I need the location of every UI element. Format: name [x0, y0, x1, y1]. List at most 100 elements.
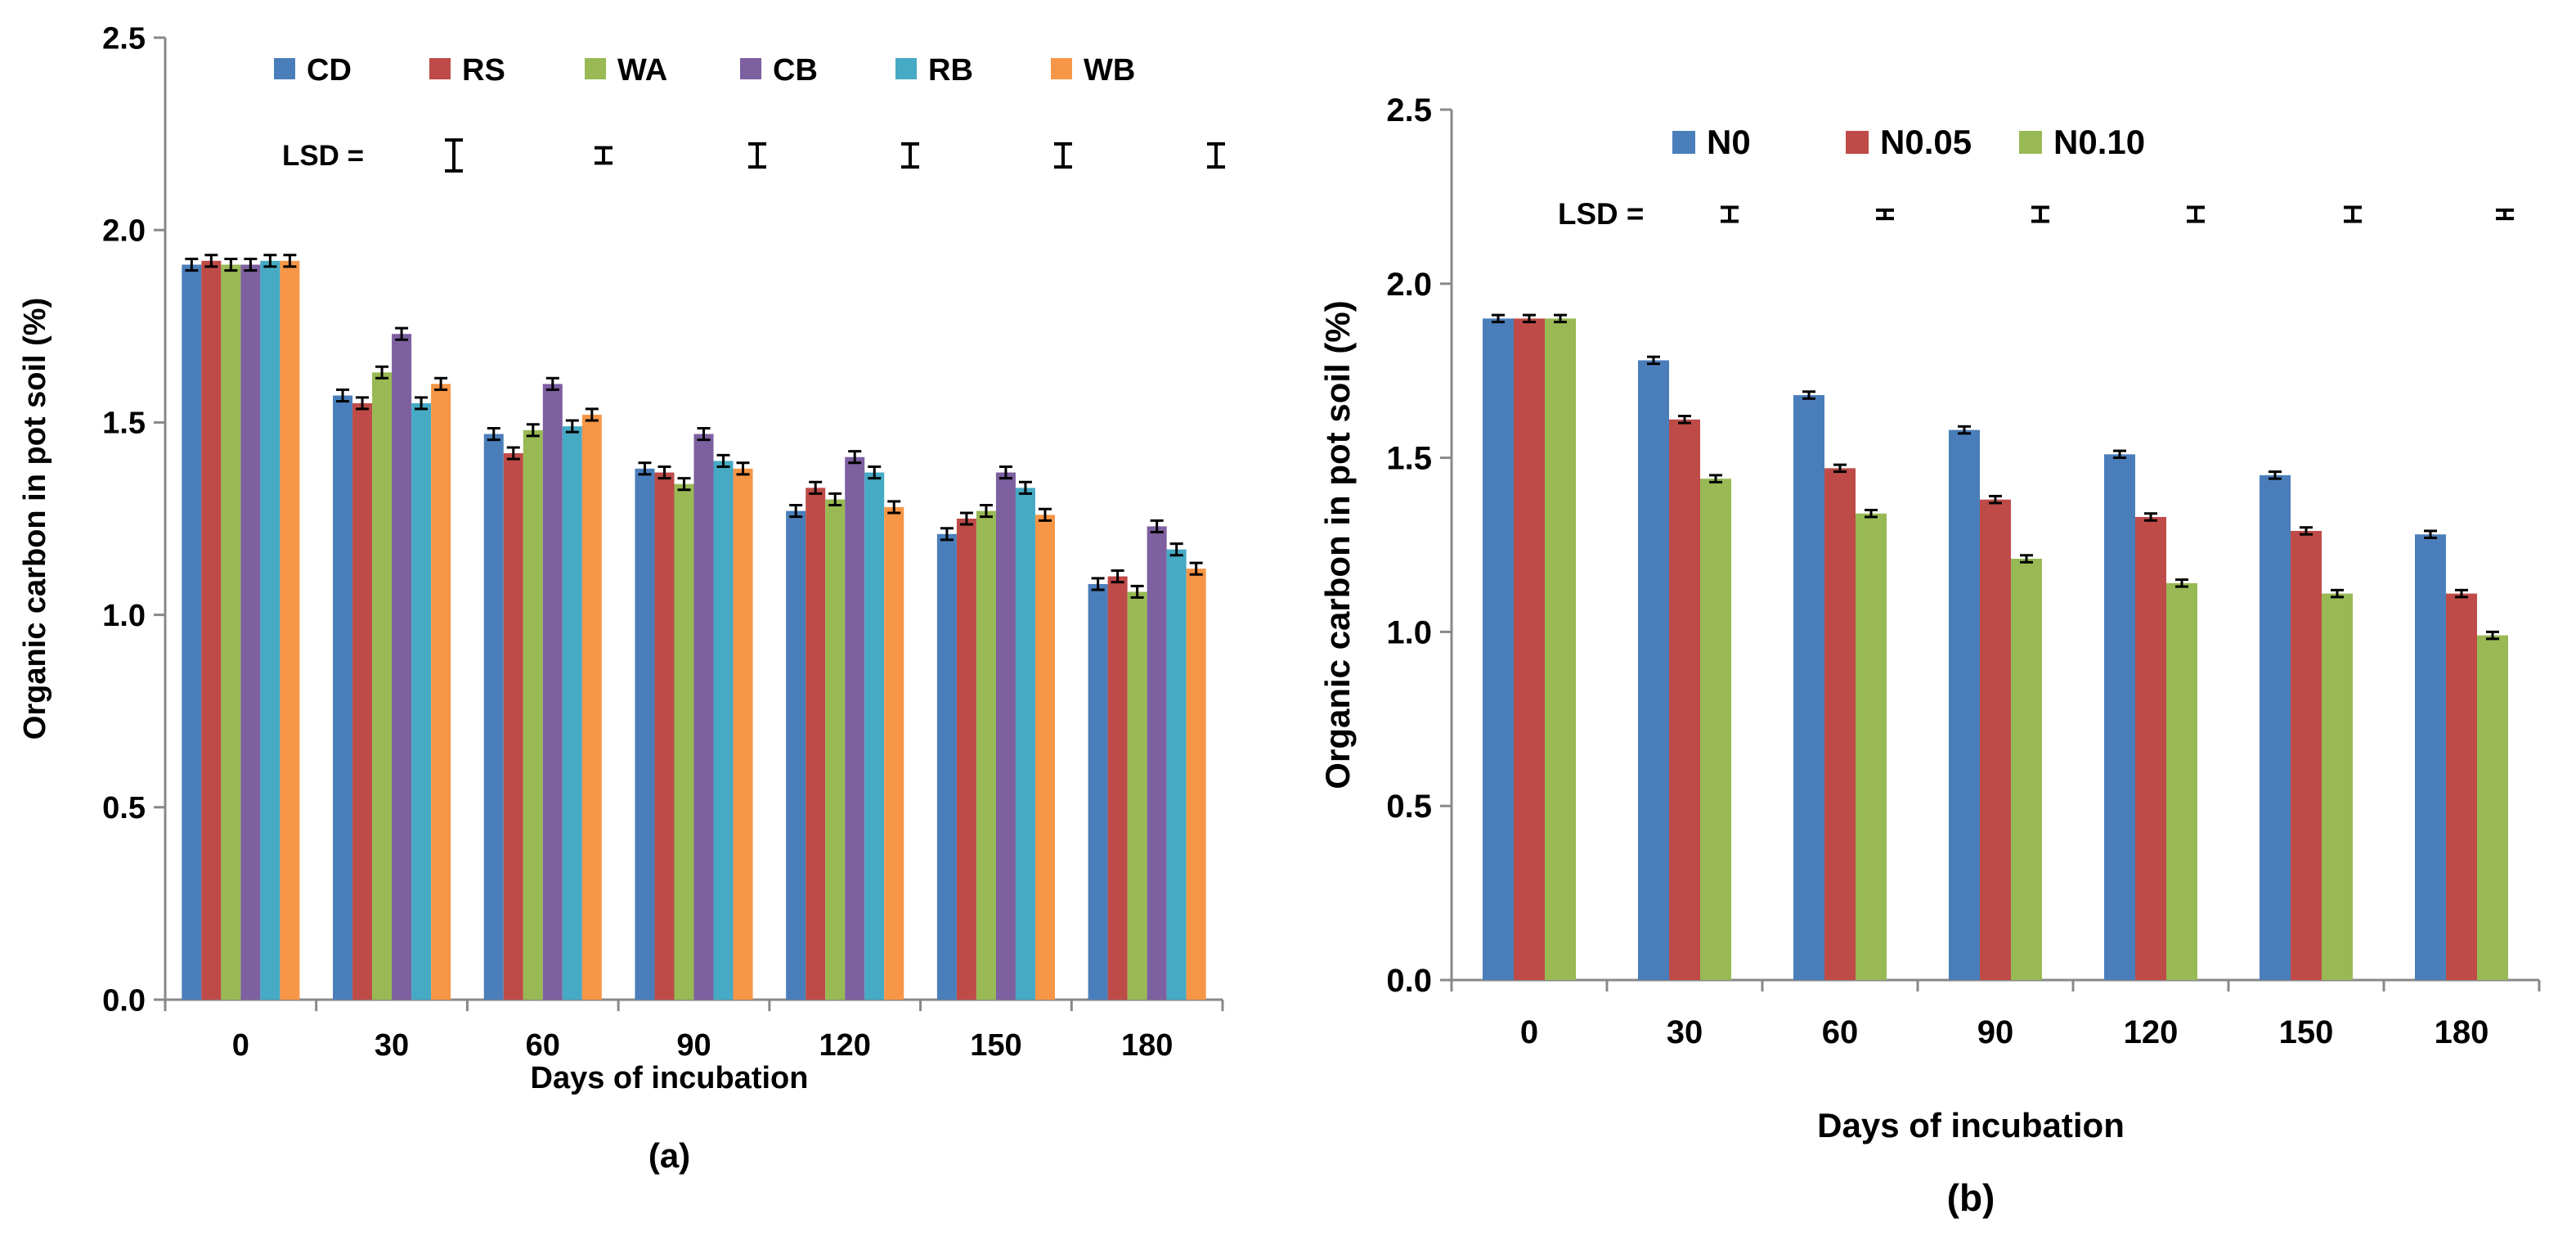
bar-rs — [503, 453, 523, 1000]
bar-cb — [240, 264, 261, 1000]
panel-label: (a) — [648, 1136, 690, 1175]
bar-wa — [372, 372, 393, 1000]
y-tick-label: 0.0 — [102, 983, 146, 1018]
x-axis-title: Days of incubation — [531, 1061, 809, 1095]
x-tick-label: 0 — [1520, 1014, 1538, 1050]
bar-rb — [1015, 488, 1035, 1000]
bar-wb — [733, 468, 753, 1000]
legend-swatch — [585, 58, 606, 79]
bar-wa — [825, 499, 846, 1000]
bar-cd — [182, 264, 202, 1000]
y-tick-label: 1.5 — [1386, 441, 1432, 477]
bar-cb — [845, 456, 865, 1000]
x-tick-label: 120 — [2124, 1014, 2179, 1050]
bar-n0-05 — [1824, 468, 1856, 980]
bar-wb — [280, 260, 300, 1000]
bar-n0-10 — [1545, 318, 1576, 980]
y-tick-label: 0.5 — [102, 791, 146, 825]
bar-rb — [713, 461, 734, 1000]
x-tick-label: 60 — [526, 1028, 560, 1063]
bar-n0-05 — [1669, 419, 1700, 980]
x-tick-label: 150 — [2279, 1014, 2334, 1050]
bar-n0-05 — [2291, 530, 2322, 980]
bar-wa — [523, 429, 543, 1000]
bar-rb — [864, 472, 885, 1000]
panel-label: (b) — [1947, 1176, 1995, 1219]
bar-rs — [1107, 576, 1128, 1000]
bar-n0-05 — [1514, 318, 1545, 980]
bar-n0-05 — [2446, 593, 2477, 980]
bar-wb — [884, 506, 904, 1000]
y-tick-label: 2.5 — [102, 21, 146, 56]
bar-n0-10 — [1856, 513, 1887, 980]
bar-n0 — [1793, 394, 1824, 980]
x-tick-label: 90 — [676, 1028, 711, 1063]
x-tick-label: 150 — [970, 1028, 1021, 1063]
legend-swatch — [2019, 131, 2042, 154]
bar-n0 — [2260, 474, 2291, 980]
legend-label: RB — [928, 53, 973, 88]
y-tick-label: 1.0 — [102, 599, 146, 633]
bar-n0-10 — [2477, 635, 2508, 980]
bar-n0 — [1638, 360, 1669, 980]
y-tick-label: 2.5 — [1386, 92, 1432, 128]
x-tick-label: 30 — [1667, 1014, 1703, 1050]
y-tick-label: 2.0 — [102, 214, 146, 249]
bar-wb — [1034, 515, 1055, 1000]
bar-wa — [1127, 591, 1147, 1000]
x-tick-label: 90 — [1977, 1014, 2014, 1050]
x-axis-title: Days of incubation — [1817, 1106, 2125, 1144]
bar-rb — [1166, 549, 1187, 1000]
bar-n0-05 — [1980, 499, 2011, 980]
y-axis-title: Organic carbon in pot soil (%) — [18, 298, 52, 740]
legend-swatch — [1051, 58, 1072, 79]
y-axis-title: Organic carbon in pot soil (%) — [1318, 300, 1357, 789]
bar-cb — [995, 472, 1016, 1000]
legend-label: N0.05 — [1880, 123, 1972, 161]
bar-n0 — [1483, 318, 1514, 980]
x-tick-label: 0 — [232, 1028, 249, 1063]
bar-rs — [956, 519, 976, 1000]
y-tick-label: 0.5 — [1386, 789, 1432, 825]
bar-n0 — [2415, 534, 2446, 980]
bar-n0-10 — [1700, 479, 1731, 980]
legend-swatch — [895, 58, 917, 79]
bar-cb — [392, 334, 412, 1000]
bar-n0 — [1949, 429, 1980, 980]
bar-rb — [260, 260, 280, 1000]
bar-cb — [542, 384, 563, 1000]
bar-cb — [693, 434, 714, 1000]
x-tick-label: 120 — [819, 1028, 871, 1063]
legend-swatch — [1846, 131, 1869, 154]
legend-label: CD — [307, 53, 352, 88]
legend-swatch — [1672, 131, 1695, 154]
bar-rs — [352, 402, 373, 1000]
bar-n0-05 — [2135, 516, 2166, 980]
legend-label: RS — [462, 53, 505, 88]
bar-wa — [221, 264, 241, 1000]
x-tick-label: 60 — [1822, 1014, 1859, 1050]
legend-swatch — [274, 58, 295, 79]
bar-wa — [976, 510, 996, 1000]
y-tick-label: 0.0 — [1386, 963, 1432, 999]
bar-cb — [1147, 526, 1167, 1000]
legend-swatch — [740, 58, 761, 79]
bar-n0-10 — [2166, 582, 2197, 980]
x-tick-label: 180 — [1121, 1028, 1173, 1063]
bar-n0 — [2104, 454, 2135, 980]
bar-cd — [483, 434, 504, 1000]
x-tick-label: 30 — [375, 1028, 409, 1063]
y-tick-label: 1.0 — [1386, 614, 1432, 650]
lsd-label: LSD = — [282, 140, 364, 172]
bar-wb — [1186, 569, 1206, 1000]
bar-rs — [201, 260, 222, 1000]
bar-cd — [333, 395, 353, 1000]
lsd-label: LSD = — [1558, 197, 1644, 231]
legend-label: CB — [773, 53, 818, 88]
bar-wb — [581, 414, 602, 1000]
legend-label: N0 — [1707, 123, 1751, 161]
legend-swatch — [429, 58, 451, 79]
bar-cd — [1088, 583, 1108, 1000]
bar-rs — [806, 488, 826, 1000]
